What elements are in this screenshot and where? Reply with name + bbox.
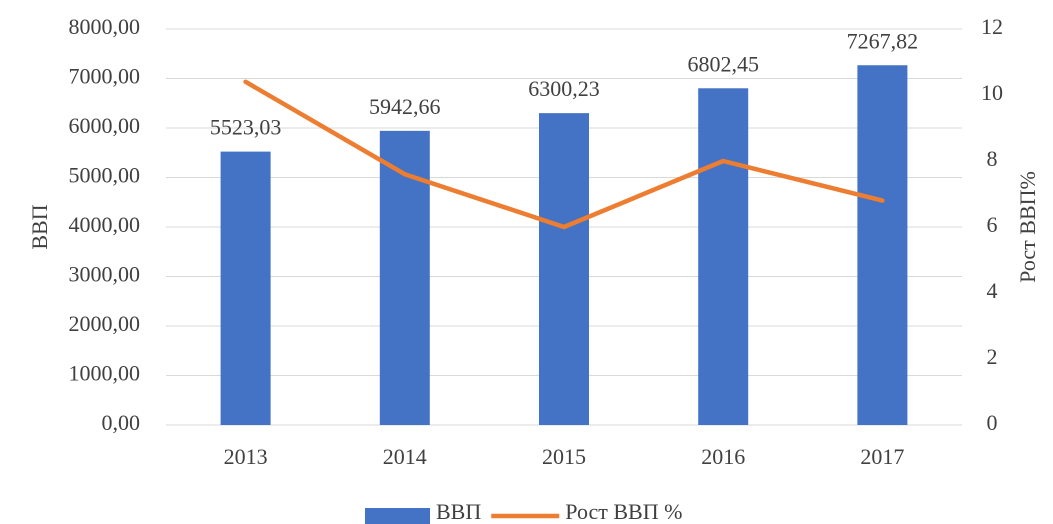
data-label: 5523,03 [210,115,282,140]
y-tick-label: 2000,00 [69,311,141,336]
data-label: 5942,66 [369,94,441,119]
y-tick-label: 8000,00 [69,14,141,39]
data-label: 6300,23 [528,76,600,101]
y2-tick-label: 4 [987,278,998,303]
line [243,79,885,230]
legend-label: ВВП [436,499,481,524]
data-label: 7267,82 [847,28,919,53]
y-tick-label: 1000,00 [69,361,141,386]
bar [857,65,908,425]
y2-tick-label: 2 [987,344,998,369]
y-tick-label: 3000,00 [69,262,141,287]
y2-tick-label: 6 [987,212,998,237]
y-tick-label: 6000,00 [69,113,141,138]
y2-tick-label: 8 [987,146,998,171]
legend-swatch [365,508,430,524]
y-tick-label: 5000,00 [69,163,141,188]
legend-label: Рост ВВП % [565,499,682,524]
x-tick-label: 2017 [860,444,904,469]
x-tick-label: 2015 [542,444,586,469]
bar [539,113,589,426]
bar [220,151,271,425]
data-label: 6802,45 [687,51,759,76]
y2-tick-label: 10 [981,80,1003,105]
y2-axis-label: Рост ВВП% [1015,171,1040,283]
x-tick-label: 2014 [383,444,427,469]
y2-tick-label: 12 [981,14,1003,39]
y-tick-label: 4000,00 [69,212,141,237]
y-tick-label: 0,00 [102,410,141,435]
y-tick-label: 7000,00 [69,64,141,89]
y2-tick-label: 0 [987,410,998,435]
bar [698,88,749,426]
x-tick-label: 2016 [701,444,745,469]
x-tick-label: 2013 [224,444,268,469]
y-axis-label: ВВП [27,204,52,249]
